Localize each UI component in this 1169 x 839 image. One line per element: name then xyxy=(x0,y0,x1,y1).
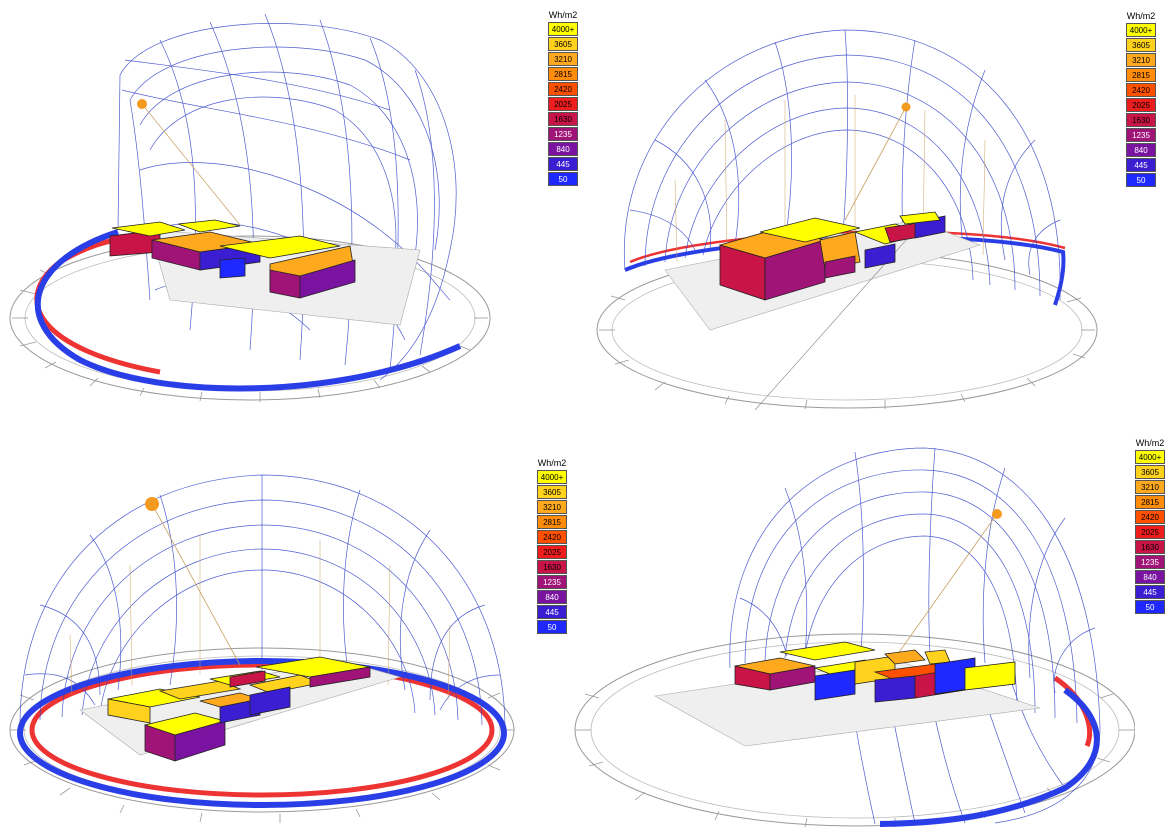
sun-pillars xyxy=(69,535,451,701)
sun-path-blue xyxy=(34,229,462,392)
dome-wireframe xyxy=(729,447,1101,825)
panel-top-right: Wh/m2 4000+ 3605 3210 2815 2420 2025 1630 1235 8… xyxy=(585,0,1169,415)
legend-swatch: 2815 xyxy=(1135,495,1165,509)
legend-swatch: 1630 xyxy=(537,560,567,574)
legend-swatch: 2815 xyxy=(548,67,578,81)
legend-swatch: 2815 xyxy=(537,515,567,529)
sun-dome-diagram xyxy=(9,13,491,402)
dome-wireframe xyxy=(19,474,506,731)
legend-items: 4000+ 3605 3210 2815 2420 2025 1630 1235 840 445 5… xyxy=(1126,23,1156,187)
sun-marker xyxy=(901,102,911,112)
legend-title: Wh/m2 xyxy=(1126,11,1156,21)
legend-swatch: 2025 xyxy=(1126,98,1156,112)
panel-bottom-left: Wh/m2 4000+ 3605 3210 2815 2420 2025 1630 1235 8… xyxy=(0,445,584,839)
sun-dome-diagram xyxy=(574,447,1135,828)
buildings xyxy=(718,211,946,301)
legend-swatch: 2815 xyxy=(1126,68,1156,82)
buildings xyxy=(109,219,356,299)
legend-items: 4000+ 3605 3210 2815 2420 2025 1630 1235 840 445 5… xyxy=(548,22,578,186)
legend-top-left: Wh/m2 4000+ 3605 3210 2815 2420 2025 1630 1235 8… xyxy=(548,10,578,187)
legend-swatch: 1630 xyxy=(1126,113,1156,127)
legend-title: Wh/m2 xyxy=(548,10,578,20)
legend-swatch: 2420 xyxy=(1135,510,1165,524)
legend-swatch: 445 xyxy=(1135,585,1165,599)
buildings xyxy=(107,656,371,762)
sun-ray xyxy=(894,513,998,659)
legend-swatch: 2025 xyxy=(548,97,578,111)
legend-swatch: 4000+ xyxy=(1135,450,1165,464)
ground-ring xyxy=(9,235,491,401)
legend-swatch: 445 xyxy=(548,157,578,171)
legend-title: Wh/m2 xyxy=(1135,438,1165,448)
legend-swatch: 2420 xyxy=(1126,83,1156,97)
legend-swatch: 2025 xyxy=(1135,525,1165,539)
legend-swatch: 1235 xyxy=(548,127,578,141)
legend-swatch: 3605 xyxy=(537,485,567,499)
sun-path-red xyxy=(34,237,161,375)
sun-marker xyxy=(145,497,159,511)
legend-swatch: 3210 xyxy=(1135,480,1165,494)
legend-swatch: 3210 xyxy=(537,500,567,514)
dome-wireframe xyxy=(117,13,457,381)
legend-swatch: 840 xyxy=(537,590,567,604)
legend-title: Wh/m2 xyxy=(537,458,567,468)
legend-bottom-right: Wh/m2 4000+ 3605 3210 2815 2420 2025 1630 1235 8… xyxy=(1135,438,1165,615)
legend-swatch: 50 xyxy=(548,172,578,186)
legend-swatch: 840 xyxy=(548,142,578,156)
sun-pillars xyxy=(674,95,986,263)
compass-ticks xyxy=(599,295,1095,410)
buildings xyxy=(734,641,1016,703)
legend-swatch: 3210 xyxy=(548,52,578,66)
legend-swatch: 1235 xyxy=(1126,128,1156,142)
legend-swatch: 2420 xyxy=(548,82,578,96)
legend-items: 4000+ 3605 3210 2815 2420 2025 1630 1235 840 445 5… xyxy=(537,470,567,634)
legend-swatch: 4000+ xyxy=(1126,23,1156,37)
legend-swatch: 2025 xyxy=(537,545,567,559)
sun-ray xyxy=(151,503,241,666)
legend-swatch: 840 xyxy=(1126,143,1156,157)
sun-dome-diagram xyxy=(9,474,515,823)
legend-swatch: 3210 xyxy=(1126,53,1156,67)
legend-swatch: 1235 xyxy=(537,575,567,589)
legend-top-right: Wh/m2 4000+ 3605 3210 2815 2420 2025 1630 1235 8… xyxy=(1126,11,1156,188)
legend-bottom-left: Wh/m2 4000+ 3605 3210 2815 2420 2025 1630 1235 8… xyxy=(537,458,567,635)
legend-swatch: 2420 xyxy=(537,530,567,544)
legend-swatch: 3605 xyxy=(548,37,578,51)
sun-ray xyxy=(844,106,907,221)
sun-marker xyxy=(992,509,1002,519)
legend-swatch: 3605 xyxy=(1135,465,1165,479)
legend-items: 4000+ 3605 3210 2815 2420 2025 1630 1235 840 445 5… xyxy=(1135,450,1165,614)
legend-swatch: 4000+ xyxy=(537,470,567,484)
legend-swatch: 3605 xyxy=(1126,38,1156,52)
sun-dome-diagram xyxy=(596,29,1098,411)
legend-swatch: 1235 xyxy=(1135,555,1165,569)
panel-bottom-right: Wh/m2 4000+ 3605 3210 2815 2420 2025 1630 1235 8… xyxy=(565,428,1169,839)
legend-swatch: 1630 xyxy=(548,112,578,126)
legend-swatch: 50 xyxy=(537,620,567,634)
legend-swatch: 1630 xyxy=(1135,540,1165,554)
legend-swatch: 50 xyxy=(1126,173,1156,187)
legend-swatch: 840 xyxy=(1135,570,1165,584)
legend-swatch: 445 xyxy=(1126,158,1156,172)
sun-marker xyxy=(137,99,147,109)
panel-top-left: Wh/m2 4000+ 3605 3210 2815 2420 2025 1630 1235 8… xyxy=(0,0,578,415)
legend-swatch: 50 xyxy=(1135,600,1165,614)
legend-swatch: 445 xyxy=(537,605,567,619)
legend-swatch: 4000+ xyxy=(548,22,578,36)
sun-ray xyxy=(141,103,241,226)
